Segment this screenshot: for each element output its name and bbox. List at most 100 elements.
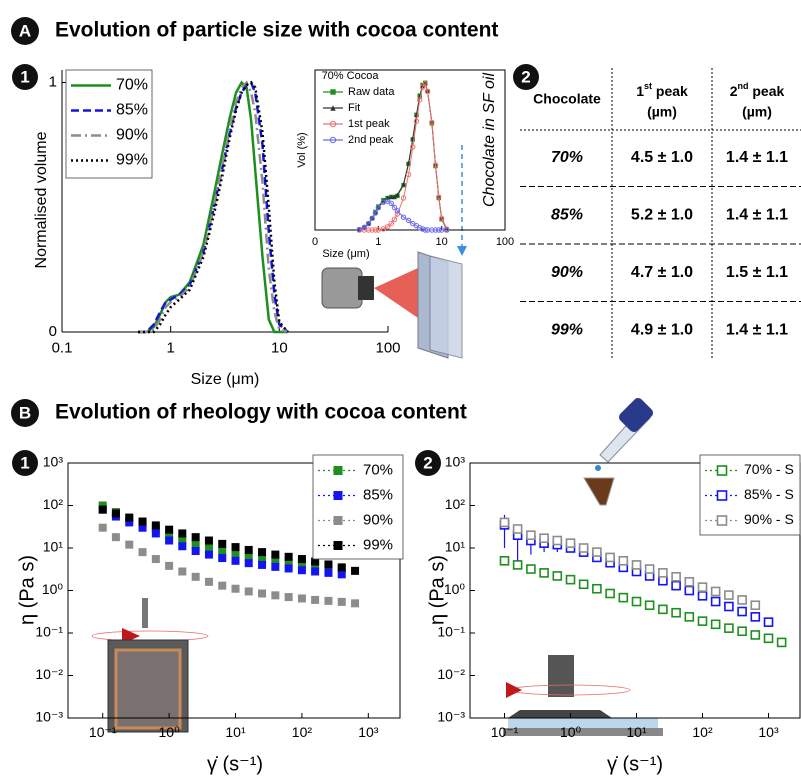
marker bbox=[204, 577, 213, 586]
marker bbox=[552, 535, 563, 546]
marker bbox=[631, 560, 642, 570]
legend-label: 70% bbox=[116, 77, 148, 94]
table-cell: 70% bbox=[551, 149, 583, 166]
legend-marker bbox=[330, 89, 336, 95]
x-tick-label: 0.1 bbox=[52, 339, 73, 356]
marker bbox=[697, 591, 708, 601]
marker bbox=[618, 555, 629, 566]
panel-label: 2 bbox=[423, 453, 432, 472]
sample bbox=[508, 718, 658, 728]
y-tick-label: 10⁰ bbox=[444, 581, 466, 597]
section-title: Evolution of rheology with cocoa content bbox=[55, 401, 467, 424]
panel-badge bbox=[12, 450, 38, 476]
marker bbox=[178, 529, 187, 538]
marker bbox=[578, 543, 589, 553]
marker bbox=[618, 592, 629, 603]
y-tick-label: 10³ bbox=[43, 454, 64, 470]
series-line bbox=[138, 80, 289, 334]
marker bbox=[244, 552, 253, 561]
legend-marker bbox=[333, 516, 343, 525]
marker bbox=[417, 225, 423, 231]
marker bbox=[337, 570, 346, 579]
y-tick-label: 10⁻³ bbox=[437, 709, 465, 725]
marker bbox=[429, 227, 435, 233]
marker bbox=[750, 612, 761, 622]
marker bbox=[244, 559, 253, 568]
marker bbox=[432, 162, 439, 168]
marker bbox=[417, 97, 423, 103]
arrow-head bbox=[457, 246, 467, 256]
marker bbox=[337, 563, 346, 572]
marker bbox=[400, 214, 407, 220]
table-cell: 4.9 ± 1.0 bbox=[631, 322, 693, 339]
marker bbox=[438, 227, 445, 233]
marker bbox=[191, 540, 200, 549]
table-cell: 99% bbox=[551, 322, 583, 339]
marker bbox=[552, 571, 563, 581]
marker bbox=[284, 564, 293, 573]
marker bbox=[365, 220, 372, 227]
marker bbox=[337, 597, 346, 606]
marker bbox=[658, 604, 668, 615]
x-tick-label: 10⁰ bbox=[159, 724, 181, 740]
legend-box bbox=[65, 69, 153, 179]
legend-box bbox=[312, 454, 404, 560]
marker bbox=[419, 84, 426, 90]
marker bbox=[512, 524, 523, 534]
marker bbox=[697, 582, 708, 592]
legend-label: 85% bbox=[116, 102, 148, 119]
marker bbox=[165, 536, 174, 545]
marker bbox=[271, 591, 280, 600]
panel-badge bbox=[513, 64, 539, 90]
marker bbox=[388, 200, 394, 207]
marker bbox=[684, 585, 695, 596]
legend-marker bbox=[716, 515, 728, 526]
marker bbox=[526, 530, 536, 541]
marker bbox=[98, 501, 107, 510]
marker bbox=[763, 633, 774, 644]
marker bbox=[526, 564, 536, 574]
marker bbox=[218, 581, 227, 590]
marker bbox=[697, 616, 708, 626]
table-cell: 1.4 ± 1.1 bbox=[726, 322, 788, 339]
panel-badge bbox=[415, 450, 441, 476]
x-tick-label: 10³ bbox=[758, 724, 779, 740]
marker bbox=[165, 525, 174, 534]
legend-label: 90% bbox=[116, 127, 148, 144]
marker bbox=[432, 227, 439, 233]
marker bbox=[375, 227, 382, 233]
marker bbox=[151, 555, 160, 564]
marker bbox=[391, 216, 398, 223]
plate bbox=[508, 710, 612, 718]
marker bbox=[244, 587, 253, 596]
x-tick-label: 10¹ bbox=[225, 724, 246, 740]
series-line bbox=[359, 82, 448, 231]
marker bbox=[98, 523, 107, 532]
marker bbox=[400, 195, 407, 201]
section-title: Evolution of particle size with cocoa co… bbox=[55, 19, 498, 42]
marker bbox=[410, 144, 416, 150]
marker bbox=[324, 596, 333, 605]
header-text: peak bbox=[748, 83, 784, 99]
marker bbox=[389, 194, 394, 200]
marker bbox=[324, 568, 333, 577]
marker bbox=[218, 554, 227, 563]
x-tick-label: 10¹ bbox=[626, 724, 647, 740]
x-tick-label: 0 bbox=[312, 236, 318, 248]
laser-beam bbox=[374, 268, 418, 318]
panel-label: 2 bbox=[521, 67, 530, 86]
marker bbox=[231, 543, 240, 552]
marker bbox=[750, 630, 761, 640]
marker bbox=[499, 555, 510, 566]
section-a: A Evolution of particle size with cocoa … bbox=[11, 17, 498, 45]
series-line bbox=[138, 80, 288, 334]
marker bbox=[369, 215, 375, 221]
marker bbox=[311, 567, 320, 576]
laser-setup: Chocolate in SF oil bbox=[321, 73, 498, 359]
marker bbox=[737, 606, 747, 617]
table-cell: 4.5 ± 1.0 bbox=[631, 149, 693, 166]
marker bbox=[658, 568, 668, 578]
marker bbox=[231, 584, 240, 593]
marker bbox=[644, 564, 655, 574]
marker bbox=[394, 211, 401, 217]
